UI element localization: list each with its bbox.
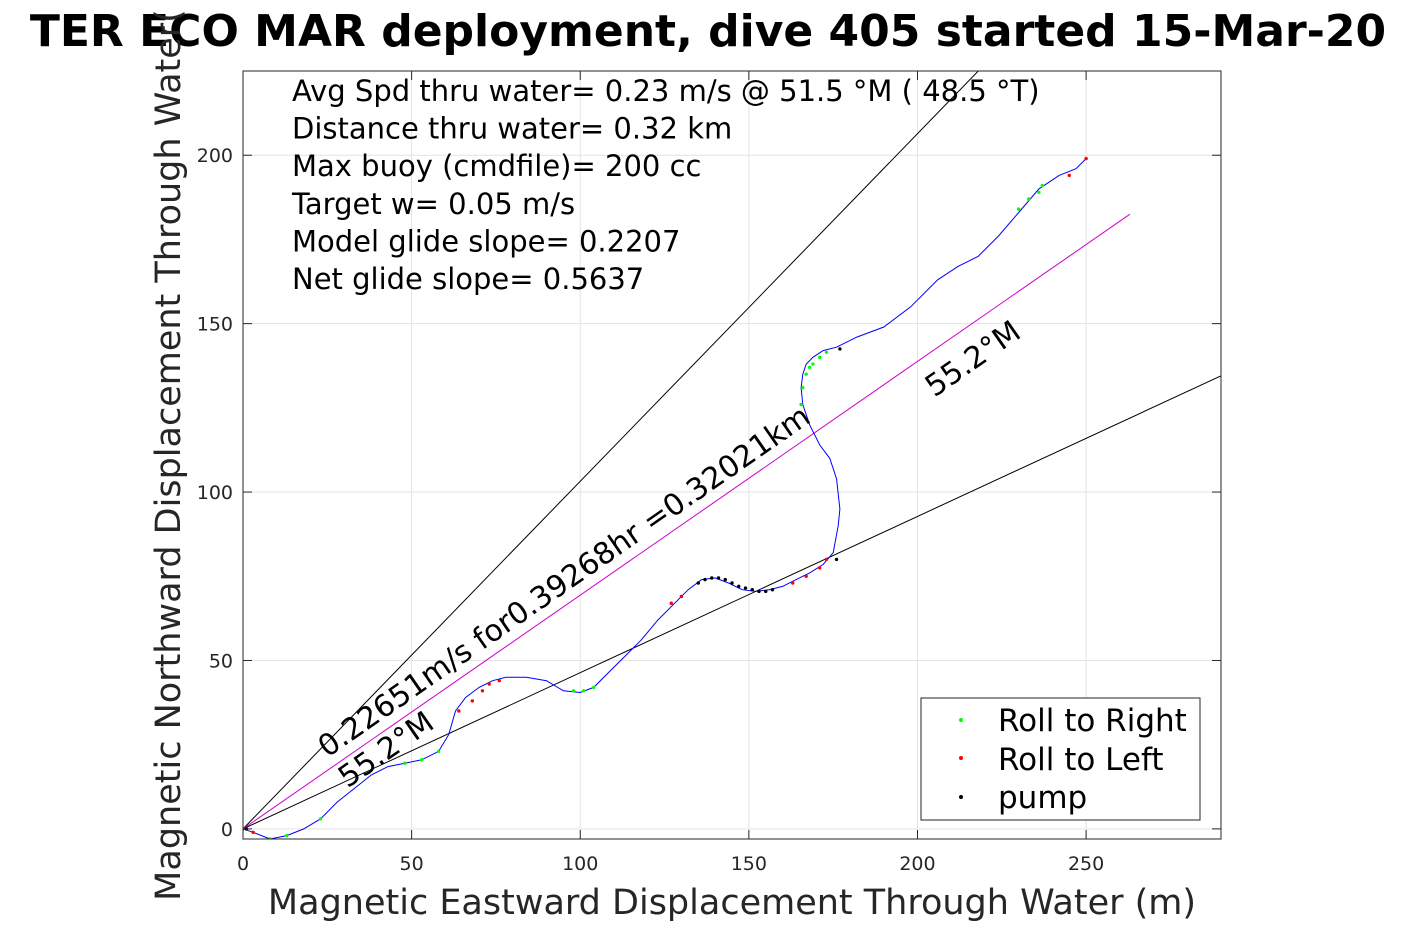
- data-point-series-1: [817, 566, 822, 570]
- data-point-series-0: [1037, 190, 1041, 194]
- data-point-series-1: [480, 689, 485, 693]
- data-point-series-0: [420, 758, 424, 762]
- x-tick-label: 100: [562, 853, 598, 875]
- chart-title: TER ECO MAR deployment, dive 405 started…: [30, 6, 1386, 57]
- legend-marker-pump: [959, 795, 963, 799]
- data-point-series-0: [824, 350, 829, 354]
- data-point-series-0: [318, 817, 323, 821]
- data-point-series-2: [737, 584, 741, 589]
- stat-line: Target w= 0.05 m/s: [291, 187, 575, 221]
- reference-line: [243, 213, 1131, 830]
- x-tick-label: 150: [731, 853, 767, 875]
- y-tick-label: 200: [197, 145, 233, 167]
- legend: Roll to Right Roll to Left pump: [920, 697, 1201, 821]
- data-point-series-1: [791, 581, 795, 585]
- legend-label-roll-right: Roll to Right: [998, 703, 1187, 739]
- data-point-series-0: [817, 355, 822, 360]
- reference-line: [243, 71, 979, 830]
- data-point-series-2: [703, 577, 707, 582]
- data-point-series-1: [251, 830, 255, 834]
- data-point-series-2: [716, 576, 721, 580]
- legend-marker-roll-left: [959, 756, 963, 760]
- data-point-series-0: [1016, 207, 1021, 211]
- legend-label-pump: pump: [998, 780, 1087, 816]
- data-point-series-2: [834, 557, 839, 562]
- data-point-series-1: [1084, 156, 1088, 161]
- data-point-series-0: [285, 833, 289, 838]
- data-point-series-0: [799, 402, 803, 407]
- data-point-series-0: [1027, 197, 1031, 201]
- data-point-series-2: [710, 576, 714, 580]
- stat-line: Avg Spd thru water= 0.23 m/s @ 51.5 °M (…: [292, 74, 1040, 108]
- data-point-series-0: [581, 689, 586, 693]
- legend-box: [920, 697, 1201, 821]
- data-point-series-2: [757, 589, 761, 594]
- data-point-series-2: [750, 588, 754, 592]
- stat-line: Model glide slope= 0.2207: [292, 224, 680, 258]
- data-point-series-0: [811, 362, 815, 366]
- x-tick-label: 0: [237, 853, 249, 875]
- data-point-series-1: [824, 557, 829, 562]
- stat-line: Net glide slope= 0.5637: [292, 262, 644, 296]
- x-tick-label: 250: [1068, 853, 1104, 875]
- x-tick-label: 200: [899, 853, 935, 875]
- legend-label-roll-left: Roll to Left: [998, 742, 1164, 778]
- data-point-series-1: [679, 594, 684, 599]
- stat-line: Distance thru water= 0.32 km: [292, 112, 732, 146]
- data-point-series-0: [592, 685, 596, 690]
- x-axis-label: Magnetic Eastward Displacement Through W…: [268, 883, 1196, 923]
- data-point-series-2: [696, 581, 700, 585]
- data-point-series-2: [743, 586, 748, 590]
- data-point-series-2: [723, 577, 727, 582]
- data-point-series-1: [470, 699, 475, 703]
- stats-block: Avg Spd thru water= 0.23 m/s @ 51.5 °M (…: [291, 74, 1040, 296]
- y-axis-label: Magnetic Northward Displacement Through …: [149, 9, 189, 901]
- reference-lines: [243, 71, 1221, 830]
- axis-ticks: 0 50 100 150 200 250 0 50 100 150 200: [197, 71, 1221, 875]
- y-tick-label: 150: [197, 314, 233, 336]
- x-tick-label: 50: [400, 853, 424, 875]
- legend-marker-roll-right: [959, 718, 963, 722]
- plot-frame: [242, 70, 1222, 840]
- y-tick-label: 50: [209, 650, 233, 672]
- data-point-series-2: [764, 589, 768, 594]
- data-point-series-0: [436, 749, 441, 754]
- data-point-series-1: [457, 709, 461, 713]
- y-tick-label: 100: [197, 482, 233, 504]
- data-point-series-0: [804, 372, 808, 376]
- reference-line: [243, 375, 1221, 830]
- stat-line: Max buoy (cmdfile)= 200 cc: [292, 149, 701, 183]
- data-point-series-0: [571, 689, 576, 693]
- data-point-series-1: [487, 682, 491, 686]
- data-point-series-0: [1040, 183, 1044, 188]
- data-point-series-1: [669, 601, 673, 605]
- data-point-series-2: [838, 347, 842, 351]
- data-point-series-2: [730, 581, 734, 585]
- y-tick-label: 0: [221, 819, 233, 841]
- data-point-series-1: [497, 678, 502, 683]
- data-point-series-2: [770, 588, 775, 592]
- data-point-series-0: [807, 365, 812, 370]
- dive-track-line: [243, 158, 1087, 839]
- data-points: [243, 156, 1088, 839]
- data-point-series-1: [1067, 173, 1071, 178]
- data-point-series-0: [801, 385, 805, 390]
- data-point-series-1: [804, 574, 808, 578]
- data-point-series-0: [403, 761, 407, 765]
